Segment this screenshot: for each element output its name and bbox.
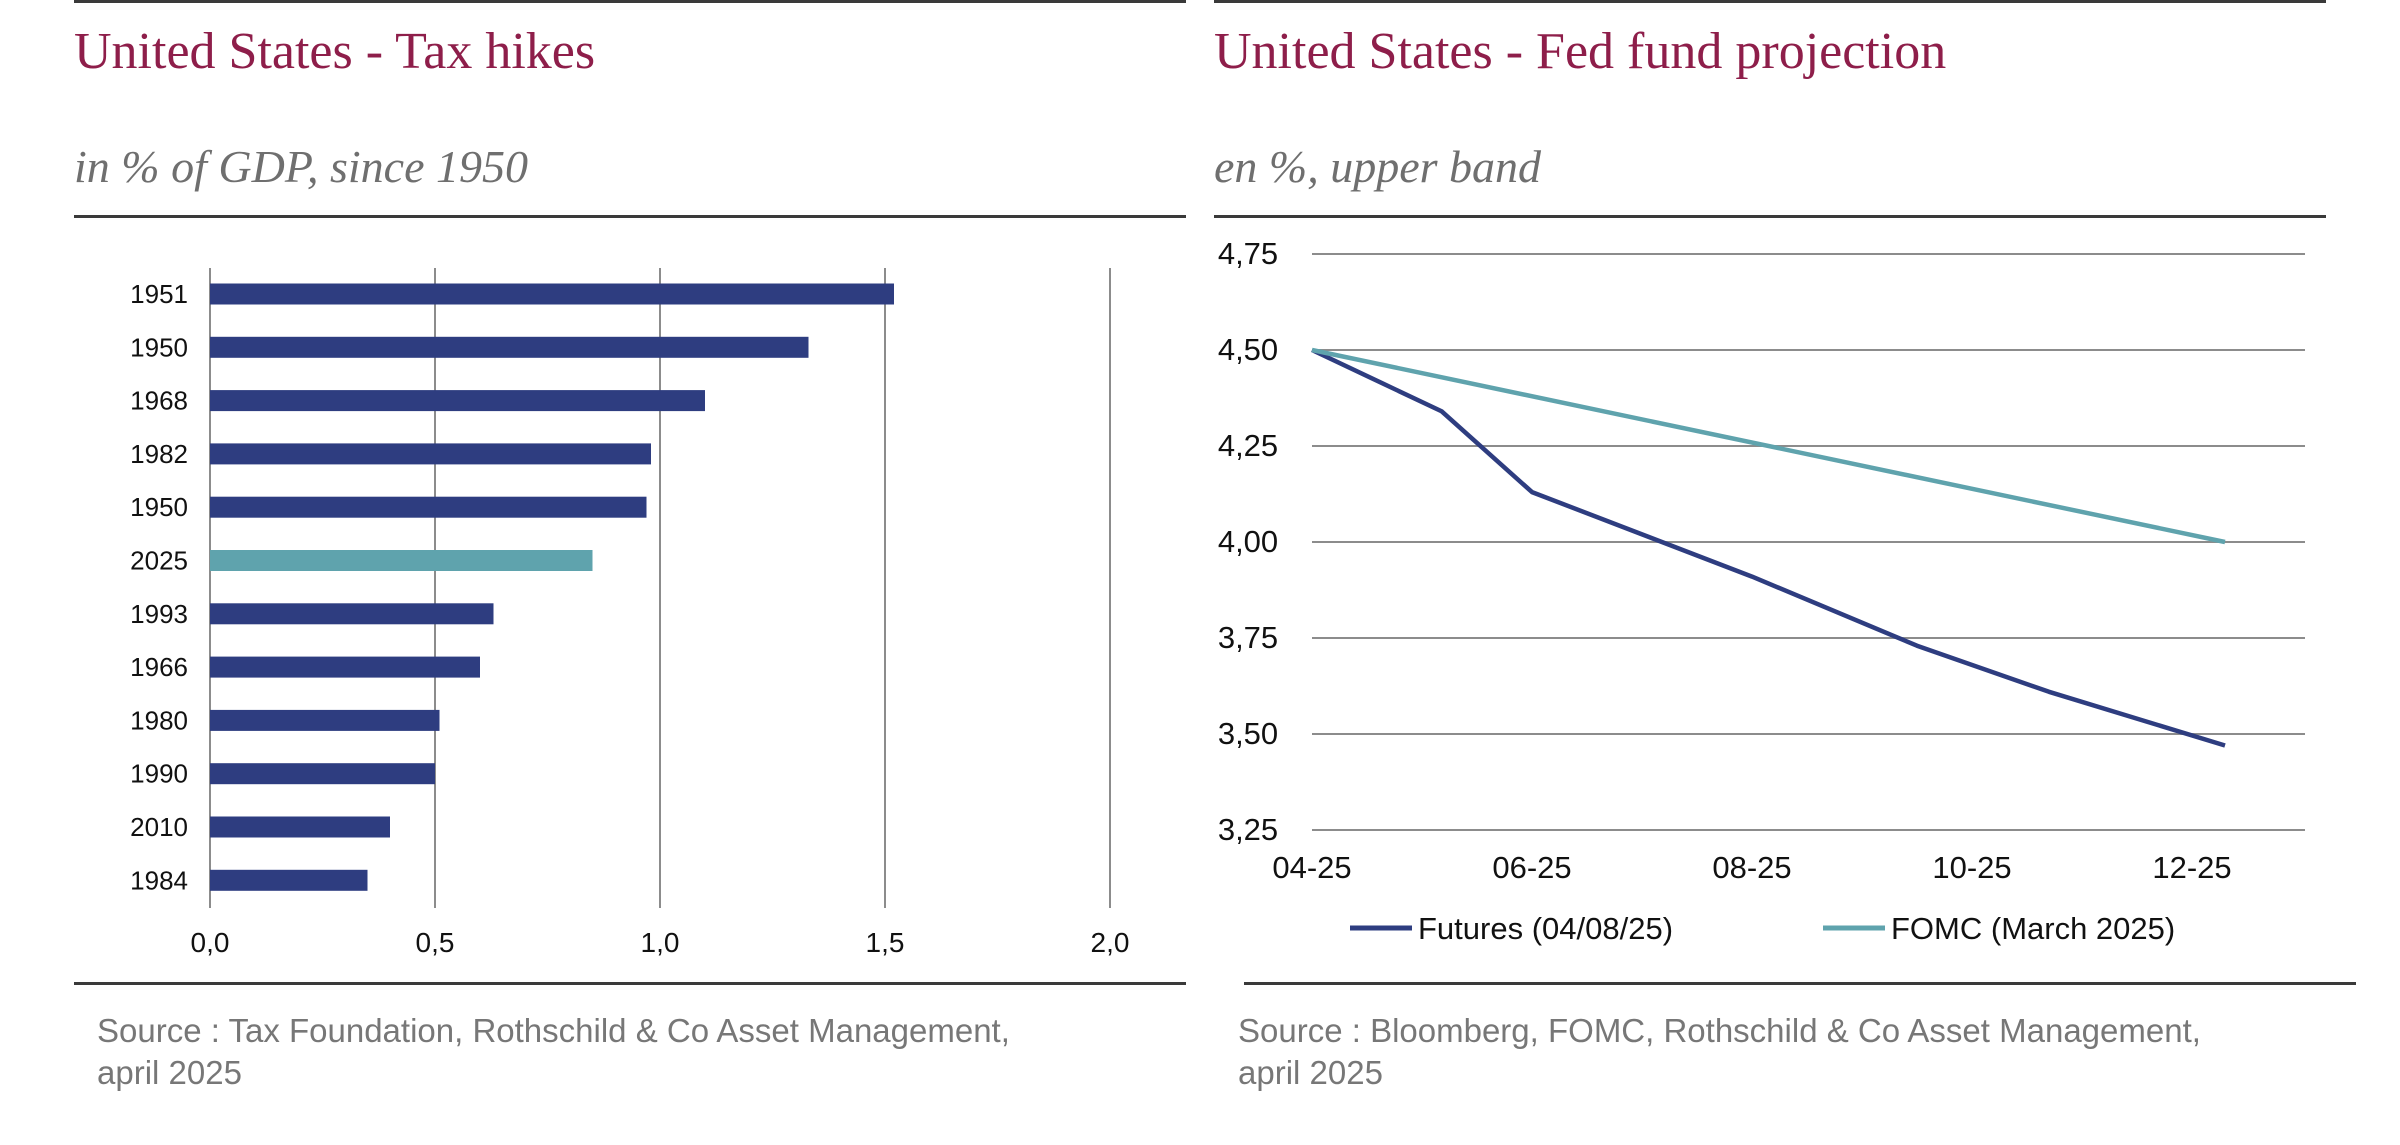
y-tick-label: 3,50 [1218, 716, 1278, 751]
x-tick-label: 06-25 [1492, 850, 1571, 885]
series-line-futures [1311, 347, 2226, 748]
y-category-label: 1951 [130, 279, 188, 309]
chart-subtitle: en %, upper band [1214, 141, 1542, 192]
top-rule [1214, 0, 2326, 3]
y-tick-label: 4,75 [1218, 236, 1278, 271]
x-tick-label: 04-25 [1272, 850, 1351, 885]
y-category-label: 1968 [130, 386, 188, 416]
y-category-label: 1982 [130, 439, 188, 469]
source-line-1: Source : Tax Foundation, Rothschild & Co… [97, 1012, 1010, 1049]
footer-rule [1244, 982, 2356, 985]
y-category-label: 1966 [130, 652, 188, 682]
bar-2025 [210, 550, 593, 571]
header-rule [74, 215, 1186, 218]
tax-hikes-panel: United States - Tax hikes in % of GDP, s… [74, 0, 1186, 1094]
x-tick-label: 0,0 [191, 927, 230, 958]
source-line-1: Source : Bloomberg, FOMC, Rothschild & C… [1238, 1012, 2201, 1049]
y-category-label: 1993 [130, 599, 188, 629]
bar-1951 [210, 283, 894, 305]
bar-1990 [210, 763, 435, 785]
x-tick-label: 1,5 [866, 927, 905, 958]
tax-hikes-bar-chart: 0,0 0,5 1,0 1,5 2,0 1951 1950 1968 1982 1950 2025 1… [130, 268, 1130, 958]
x-tick-label: 2,0 [1091, 927, 1130, 958]
bar-1966 [210, 656, 480, 678]
y-tick-label: 3,25 [1218, 812, 1278, 847]
x-tick-label: 10-25 [1932, 850, 2011, 885]
y-tick-label: 4,25 [1218, 428, 1278, 463]
bar-1980 [210, 709, 440, 731]
chart-title: United States - Fed fund projection [1214, 23, 1947, 80]
y-tick-label: 3,75 [1218, 620, 1278, 655]
y-category-label: 2010 [130, 812, 188, 842]
legend-label: FOMC (March 2025) [1891, 911, 2175, 946]
bar-1982 [210, 443, 651, 465]
source-line-2: april 2025 [97, 1054, 242, 1091]
bar-1950 [210, 336, 809, 358]
bar-1984 [210, 869, 368, 891]
y-category-label: 1984 [130, 865, 188, 895]
bar-2010 [210, 816, 390, 838]
x-tick-label: 12-25 [2152, 850, 2231, 885]
x-tick-label: 1,0 [641, 927, 680, 958]
bar-1993 [210, 603, 494, 625]
bar-1950 [210, 496, 647, 518]
bar-1968 [210, 390, 705, 412]
y-tick-label: 4,00 [1218, 524, 1278, 559]
y-category-label: 1980 [130, 705, 188, 735]
legend-label: Futures (04/08/25) [1418, 911, 1673, 946]
source-note: Source : Tax Foundation, Rothschild & Co… [97, 1010, 1010, 1094]
y-category-label: 1950 [130, 492, 188, 522]
header-rule [1214, 215, 2326, 218]
series-line-fomc [1311, 347, 2226, 545]
chart-title: United States - Tax hikes [74, 23, 596, 80]
y-category-label: 2025 [130, 546, 188, 576]
y-category-label: 1990 [130, 759, 188, 789]
source-note: Source : Bloomberg, FOMC, Rothschild & C… [1238, 1010, 2201, 1094]
y-category-label: 1950 [130, 332, 188, 362]
y-tick-label: 4,50 [1218, 332, 1278, 367]
chart-subtitle: in % of GDP, since 1950 [74, 141, 529, 192]
x-tick-label: 0,5 [416, 927, 455, 958]
x-tick-label: 08-25 [1712, 850, 1791, 885]
fed-fund-panel: United States - Fed fund projection en %… [1200, 0, 2400, 1145]
source-line-2: april 2025 [1238, 1054, 1383, 1091]
fed-fund-line-chart: 3,25 3,50 3,75 4,00 4,25 4,50 4,75 04-25 06-25 08… [1218, 236, 2305, 946]
top-rule [74, 0, 1186, 3]
footer-rule [74, 982, 1186, 985]
